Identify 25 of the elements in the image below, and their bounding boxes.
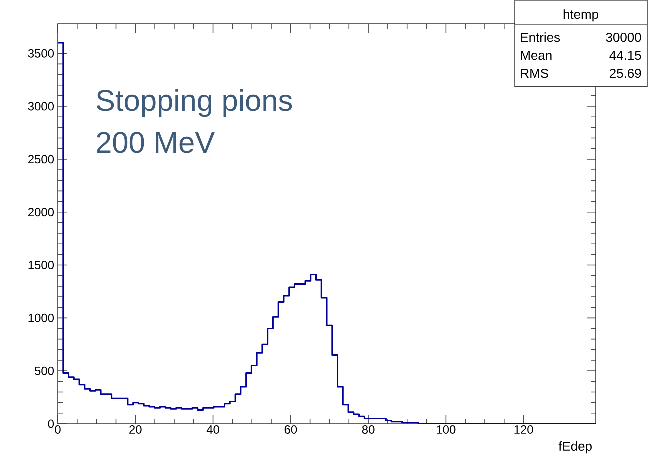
x-tick-label: 120 [514, 426, 534, 434]
y-tick-label: 2500 [28, 155, 54, 164]
y-tick-label: 500 [35, 366, 54, 376]
y-tick-label: 3500 [28, 49, 54, 58]
annotation: Mean [521, 51, 552, 60]
x-tick-label: 100 [437, 426, 456, 434]
annotation: 200 MeV [97, 132, 215, 154]
text: htemp [564, 10, 598, 22]
x-tick-label: 40 [206, 426, 220, 434]
x-tick-label: 80 [362, 426, 375, 434]
x-tick-label: 20 [130, 426, 142, 434]
text: 25.69 [610, 68, 642, 78]
text: 44.15 [610, 51, 642, 60]
annotation: Stopping pions [96, 89, 292, 118]
y-tick-label: 0 [48, 420, 54, 428]
y-tick-label: 3000 [28, 102, 54, 111]
annotation: RMS [521, 68, 548, 78]
text: 30000 [606, 32, 642, 42]
y-tick-label: 2000 [28, 208, 54, 217]
x-axis-title: fEdep [558, 442, 592, 454]
x-tick-label: 60 [284, 426, 298, 434]
y-tick-label: 1500 [28, 261, 54, 270]
y-tick-label: 1000 [28, 314, 54, 322]
annotation: Entries [521, 32, 560, 42]
x-tick-label: 0 [55, 426, 61, 434]
